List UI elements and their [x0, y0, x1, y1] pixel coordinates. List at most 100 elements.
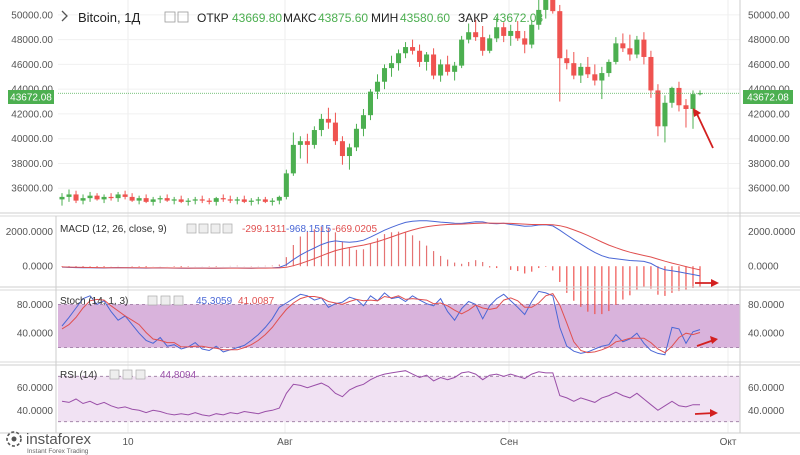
collapse-icon[interactable]: [61, 10, 68, 22]
macd-signal-value: -669.0205: [332, 224, 377, 235]
stoch-band: [58, 304, 740, 348]
price-tick-left: 42000.00: [11, 109, 53, 120]
candle-body: [101, 196, 107, 200]
rsi-tick-left: 40.0000: [17, 406, 54, 417]
price-candles: [59, 0, 703, 206]
candle-body: [557, 11, 563, 59]
candle-body: [634, 39, 640, 55]
macd-tick-right: 2000.0000: [748, 227, 796, 238]
candle-body: [522, 38, 528, 45]
candle-body: [73, 194, 79, 201]
candle-body: [94, 195, 100, 200]
candle-body: [206, 200, 212, 202]
candle-body: [290, 144, 296, 174]
candle-body: [487, 38, 493, 51]
candle-body: [697, 93, 703, 95]
stoch-tick-left: 40.0000: [17, 329, 54, 340]
stoch-axis-ticks-left: 80.0000 40.0000: [17, 300, 54, 340]
close-label: ЗАКР: [458, 11, 488, 25]
stoch-tick-left: 80.0000: [17, 300, 54, 311]
macd-tick-left: 0.0000: [22, 262, 53, 273]
candle-body: [108, 196, 114, 199]
stoch-axis-ticks-right: 80.0000 40.0000: [748, 300, 785, 340]
candle-body: [396, 53, 402, 64]
price-tick-left: 50000.00: [11, 10, 53, 21]
rsi-legend: RSI (14) 44.8094: [60, 369, 197, 381]
candle-body: [122, 194, 128, 197]
price-tag-right: 43672.08: [743, 90, 793, 104]
stoch-d-value: 41.0087: [238, 296, 275, 307]
high-label: МАКС: [283, 11, 317, 25]
rsi-axis-ticks-left: 60.0000 40.0000: [17, 383, 54, 417]
candle-body: [87, 195, 93, 199]
macd-signal-line: [61, 222, 701, 271]
macd-histogram: [61, 226, 701, 315]
candle-body: [381, 68, 388, 82]
candle-body: [367, 91, 374, 116]
candle-body: [178, 199, 184, 202]
candle-body: [578, 66, 584, 76]
price-tick-left: 46000.00: [11, 60, 53, 71]
candle-body: [66, 194, 72, 197]
candle-body: [683, 105, 689, 109]
candle-body: [276, 196, 282, 201]
candle-body: [297, 141, 303, 145]
candle-body: [480, 37, 486, 51]
candle-body: [438, 64, 444, 76]
macd-hist-value: -299.1311: [242, 224, 287, 235]
candle-body: [150, 199, 156, 202]
candle-body: [536, 9, 542, 25]
candle-body: [431, 54, 437, 76]
price-tick-right: 42000.00: [748, 109, 790, 120]
candle-body: [473, 32, 479, 38]
candle-body: [262, 199, 268, 202]
candle-body: [445, 64, 451, 72]
instaforex-logo: instaforex Instant Forex Trading: [6, 431, 92, 455]
macd-legend: MACD (12, 26, close, 9) -299.1311 -968.1…: [60, 223, 377, 235]
candle-body: [269, 200, 275, 202]
candle-body: [501, 27, 507, 36]
chart-header: Bitcoin, 1Д ОТКР 43669.80 МАКС 43875.60 …: [61, 10, 543, 25]
candle-body: [192, 199, 198, 201]
candle-body: [613, 43, 619, 62]
price-tag-right-text: 43672.08: [747, 93, 789, 104]
macd-tick-right: 0.0000: [748, 262, 779, 273]
candle-body: [80, 198, 86, 201]
candle-body: [157, 198, 163, 200]
rsi-tick-right: 60.0000: [748, 383, 785, 394]
grid-lines: [58, 0, 740, 433]
rsi-line: [61, 370, 700, 417]
candle-body: [227, 199, 233, 201]
price-tick-right: 40000.00: [748, 134, 790, 145]
candle-body: [143, 198, 149, 202]
stoch-settings-icons[interactable]: [147, 295, 184, 306]
candle-body: [494, 27, 500, 39]
header-settings-icons[interactable]: [164, 11, 189, 23]
low-value: 43580.60: [400, 11, 450, 25]
indicator-bands: [58, 303, 740, 423]
candle-body: [550, 0, 556, 12]
rsi-axis-ticks-right: 60.0000 40.0000: [748, 383, 785, 417]
candle-body: [136, 198, 142, 201]
candle-body: [655, 90, 661, 127]
candle-body: [620, 43, 626, 49]
candle-body: [417, 50, 423, 62]
macd-axis-ticks-left: 2000.0000 0.0000: [6, 227, 54, 273]
price-tick-right: 38000.00: [748, 159, 790, 170]
candle-body: [459, 39, 465, 66]
candle-body: [585, 66, 591, 75]
pane-frames: [0, 0, 800, 434]
macd-right-arrow-icon: [695, 279, 719, 287]
macd-settings-icons[interactable]: [186, 223, 233, 234]
candle-body: [466, 32, 472, 40]
instaforex-logo-icon: [6, 431, 22, 447]
annotation-arrows: [693, 108, 719, 417]
candle-body: [185, 200, 191, 202]
candle-body: [571, 63, 577, 76]
candle-body: [592, 74, 598, 81]
candle-body: [311, 130, 317, 145]
rsi-right-arrow-icon: [694, 409, 718, 417]
rsi-title: RSI (14): [60, 370, 97, 381]
rsi-settings-icons[interactable]: [109, 369, 146, 380]
